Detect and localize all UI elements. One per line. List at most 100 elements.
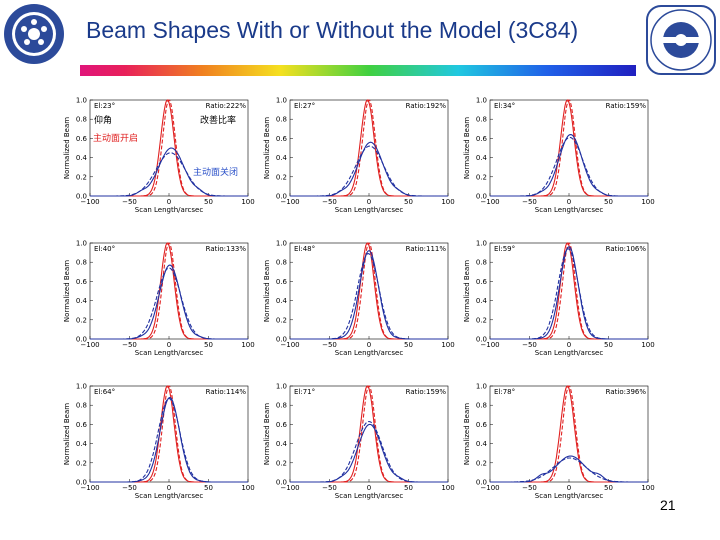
y-tick-label: 1.0 — [76, 383, 87, 391]
x-tick-label: 0 — [367, 341, 371, 349]
annotation-active-surface-off: 主动面关闭 — [193, 168, 239, 178]
y-tick-label: 1.0 — [476, 97, 487, 105]
model-off-dashed-series — [290, 253, 448, 340]
x-tick-label: 50 — [204, 198, 213, 206]
x-tick-label: 100 — [641, 198, 654, 206]
plot-frame — [289, 385, 449, 483]
model-off-dashed-series — [490, 136, 648, 197]
model-off-dashed-series — [290, 145, 448, 197]
y-tick-label: 1.0 — [276, 97, 287, 105]
x-tick-label: 100 — [641, 484, 654, 492]
y-tick-label: 0.2 — [76, 316, 87, 324]
x-tick-label: 100 — [641, 341, 654, 349]
x-tick-label: 0 — [367, 484, 371, 492]
x-tick-label: 100 — [241, 198, 254, 206]
y-tick-label: 0.0 — [276, 336, 287, 344]
y-tick-label: 0.6 — [276, 135, 288, 143]
beam-plot-2: −100 −50 0 50 100 0.0 0.2 0.4 0.6 0.8 1.0 Scan Leng… — [263, 97, 455, 215]
y-tick-label: 0.0 — [76, 193, 87, 201]
y-tick-label: 0.4 — [476, 440, 488, 448]
x-tick-label: −50 — [322, 484, 337, 492]
x-tick-label: −100 — [280, 341, 299, 349]
x-tick-label: 100 — [441, 484, 454, 492]
y-axis-label: Normalized Beam — [63, 403, 71, 465]
y-tick-label: 0.2 — [476, 459, 487, 467]
title-gradient-bar — [80, 65, 636, 76]
y-tick-label: 1.0 — [76, 97, 87, 105]
x-tick-label: −50 — [322, 198, 337, 206]
x-tick-label: −100 — [80, 198, 99, 206]
y-tick-label: 0.4 — [476, 154, 488, 162]
y-tick-label: 0.2 — [476, 316, 487, 324]
y-tick-label: 0.8 — [276, 402, 287, 410]
x-tick-label: 0 — [567, 341, 571, 349]
x-tick-label: −100 — [480, 341, 499, 349]
elevation-label: El:27° — [294, 102, 315, 110]
model-off-dashed-series — [490, 248, 648, 340]
y-tick-label: 0.8 — [476, 116, 487, 124]
x-tick-label: 50 — [604, 484, 613, 492]
y-axis-label: Normalized Beam — [463, 403, 471, 465]
plot-frame — [89, 385, 249, 483]
beam-plot-3: −100 −50 0 50 100 0.0 0.2 0.4 0.6 0.8 1.0 Scan Leng… — [463, 97, 655, 215]
ratio-label: Ratio:111% — [406, 245, 447, 253]
x-tick-label: 0 — [167, 341, 171, 349]
y-tick-label: 0.8 — [276, 116, 287, 124]
y-axis-label: Normalized Beam — [63, 117, 71, 179]
model-off-dashed-series — [490, 457, 648, 483]
y-tick-label: 0.6 — [476, 278, 488, 286]
x-tick-label: 50 — [404, 341, 413, 349]
x-tick-label: −50 — [522, 484, 537, 492]
x-tick-label: 100 — [241, 484, 254, 492]
y-tick-label: 0.6 — [76, 421, 88, 429]
y-tick-label: 0.2 — [76, 173, 87, 181]
beam-plot-4: −100 −50 0 50 100 0.0 0.2 0.4 0.6 0.8 1.0 Scan Leng… — [63, 240, 255, 358]
model-off-dashed-series — [90, 152, 248, 197]
ratio-label: Ratio:222% — [206, 102, 247, 110]
beam-plot-1: −100 −50 0 50 100 0.0 0.2 0.4 0.6 0.8 1.0 Scan Leng… — [63, 97, 255, 215]
ratio-label: Ratio:159% — [406, 388, 447, 396]
y-tick-label: 0.4 — [76, 297, 88, 305]
y-tick-label: 0.6 — [476, 421, 488, 429]
y-tick-label: 0.6 — [476, 135, 488, 143]
y-axis-label: Normalized Beam — [63, 260, 71, 322]
ratio-label: Ratio:133% — [206, 245, 247, 253]
x-axis-label: Scan Length/arcsec — [135, 206, 204, 214]
plot-frame — [489, 385, 649, 483]
elevation-label: El:48° — [294, 245, 315, 253]
beam-plot-7: −100 −50 0 50 100 0.0 0.2 0.4 0.6 0.8 1.0 Scan Leng… — [63, 383, 255, 501]
x-tick-label: 50 — [604, 341, 613, 349]
x-tick-label: 100 — [241, 341, 254, 349]
y-tick-label: 0.4 — [476, 297, 488, 305]
elevation-label: El:34° — [494, 102, 515, 110]
y-tick-label: 0.6 — [276, 278, 288, 286]
observatory-logo — [646, 5, 716, 75]
annotation-improvement-ratio: 改善比率 — [200, 116, 237, 126]
elevation-label: El:59° — [494, 245, 515, 253]
beam-plot-8: −100 −50 0 50 100 0.0 0.2 0.4 0.6 0.8 1.0 Scan Leng… — [263, 383, 455, 501]
x-tick-label: −50 — [522, 341, 537, 349]
x-tick-label: 0 — [367, 198, 371, 206]
x-tick-label: 0 — [567, 198, 571, 206]
annotation-active-surface-on: 主动面开启 — [93, 134, 139, 144]
elevation-label: El:64° — [94, 388, 115, 396]
model-off-dashed-series — [90, 267, 248, 340]
x-tick-label: −50 — [522, 198, 537, 206]
x-tick-label: 0 — [167, 484, 171, 492]
elevation-label: El:23° — [94, 102, 115, 110]
plot-frame — [489, 242, 649, 340]
y-tick-label: 1.0 — [476, 383, 487, 391]
x-tick-label: 0 — [167, 198, 171, 206]
y-tick-label: 0.6 — [76, 135, 88, 143]
x-tick-label: 50 — [404, 198, 413, 206]
y-tick-label: 0.4 — [276, 440, 288, 448]
ratio-label: Ratio:192% — [406, 102, 447, 110]
cas-logo — [4, 4, 64, 64]
x-axis-label: Scan Length/arcsec — [535, 206, 604, 214]
x-axis-label: Scan Length/arcsec — [335, 349, 404, 357]
x-tick-label: −100 — [480, 484, 499, 492]
x-axis-label: Scan Length/arcsec — [335, 206, 404, 214]
plot-frame — [289, 99, 449, 197]
y-tick-label: 0.4 — [76, 154, 88, 162]
x-axis-label: Scan Length/arcsec — [335, 492, 404, 500]
